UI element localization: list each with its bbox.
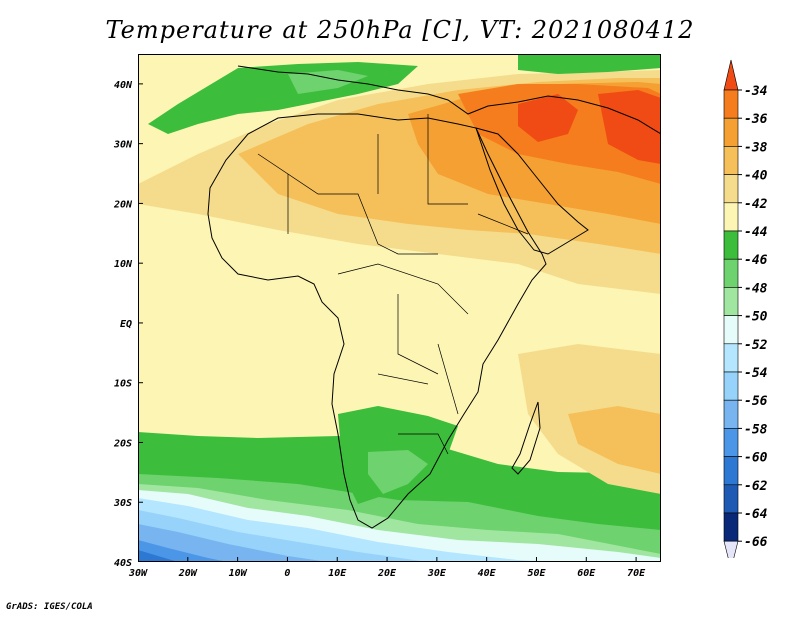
map-title: Temperature at 250hPa [C], VT: 202108041… [105,16,695,44]
colorbar-label: -34 [744,84,768,99]
lon-tick-label: 20W [178,568,198,579]
europe-coastline [237,65,661,135]
colorbar-label: -52 [744,338,768,353]
lon-tick-label: 30W [128,568,148,579]
lat-tick-label: 40N [114,80,133,91]
lon-tick-label: 0 [284,568,290,579]
colorbar-label: -48 [744,281,768,296]
colorbar-swatch [723,399,739,429]
lat-tick-label: 10N [114,259,133,270]
colorbar-label: -64 [744,507,768,522]
colorbar-label: -40 [744,169,768,184]
temperature-map [138,54,661,562]
lat-tick-label: 20N [113,199,133,210]
colorbar-label: -46 [744,253,768,268]
lon-labels: 30W 20W 10W 0 10E 20E 30E 40E 50E 60E 70E [128,568,646,579]
arabia-coastline [475,127,589,255]
colorbar-bottom-arrow [723,540,739,558]
credit-label: GrADS: IGES/COLA [6,602,93,612]
coastlines [207,65,661,529]
colorbar-swatch [723,146,739,175]
colorbar-label: -42 [744,197,768,212]
map-tick-marks [138,83,637,562]
field-med-48 [288,70,368,94]
colorbar-swatch [723,230,739,260]
lon-tick-label: 30E [427,568,447,579]
colorbar-swatch [723,117,739,147]
colorbar-swatch [723,315,739,345]
colorbar-swatch [723,371,739,401]
colorbar-label: -58 [744,422,768,437]
field-southafrica-48 [368,450,428,494]
lat-tick-label: 30S [113,498,132,509]
lat-tick-label: 30N [113,140,133,151]
colorbar-swatch [723,456,739,486]
lon-tick-label: 10E [328,568,347,579]
colorbar-label: -56 [744,394,768,409]
colorbar-label: -50 [744,310,768,325]
madagascar-coastline [511,401,541,475]
lat-tick-label: 40S [114,558,132,569]
lat-tick-label: 10S [114,379,132,390]
colorbar-label: -66 [744,535,768,550]
colorbar-swatch [723,174,739,204]
colorbar: -34 -36 -38 -40 -42 -44 -46 -48 -50 -52 -54 -56 -58 -… [723,59,768,558]
lon-tick-label: 20E [377,568,397,579]
colorbar-label: -38 [744,140,768,155]
colorbar-top-arrow [723,59,739,91]
lon-tick-label: 40E [478,568,497,579]
colorbar-swatch [723,343,739,373]
colorbar-label: -54 [744,366,768,381]
lon-tick-label: 70E [627,568,646,579]
colorbar-swatch [723,287,739,316]
colorbar-swatch [723,512,739,542]
lat-labels: 40N 30N 20N 10N EQ 10S 20S 30S 40S [113,80,133,569]
colorbar-swatch [723,202,739,232]
field-band-62 [138,550,178,562]
colorbar-swatch [723,258,739,288]
colorbar-swatch [723,89,739,119]
lon-tick-label: 60E [577,568,596,579]
colorbar-label: -60 [744,451,768,466]
colorbar-swatch [723,484,739,514]
lon-tick-label: 10W [229,568,248,579]
field-band-60 [138,540,228,562]
country-lines [257,114,529,455]
field-ne-46 [518,54,661,74]
colorbar-label: -44 [744,225,768,240]
colorbar-swatch [723,428,739,457]
map-frame [138,54,661,562]
lat-tick-label: EQ [120,319,132,330]
lat-tick-label: 20S [113,438,132,449]
colorbar-label: -36 [744,112,768,127]
colorbar-label: -62 [744,479,768,494]
lon-tick-label: 50E [527,568,546,579]
field-north-34 [518,90,661,164]
field-sio-40 [568,406,661,474]
